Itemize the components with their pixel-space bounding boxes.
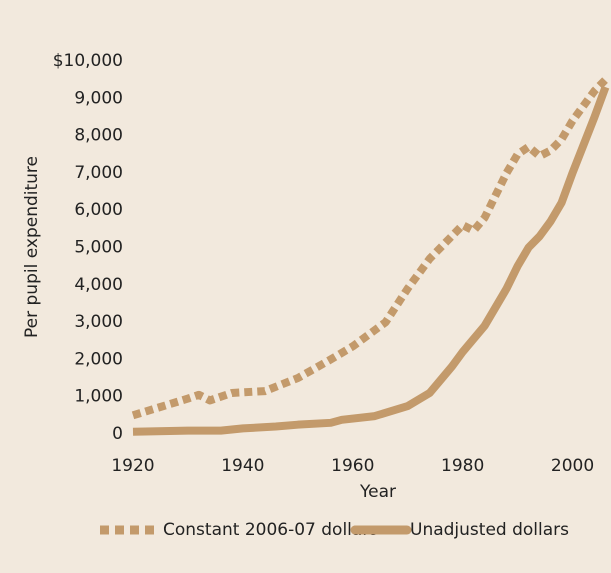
y-tick-label: 3,000 bbox=[74, 312, 123, 332]
y-tick-label: $10,000 bbox=[53, 51, 123, 71]
x-tick-label: 1920 bbox=[111, 456, 154, 476]
legend-label: Constant 2006-07 dollars bbox=[163, 520, 378, 540]
x-tick-label: 1980 bbox=[441, 456, 484, 476]
line-series bbox=[131, 76, 609, 420]
y-tick-label: 2,000 bbox=[74, 349, 123, 369]
y-axis-label: Per pupil expenditure bbox=[22, 156, 42, 338]
line-series bbox=[132, 85, 610, 436]
x-tick-label: 1940 bbox=[221, 456, 264, 476]
legend-label: Unadjusted dollars bbox=[410, 520, 569, 540]
y-tick-label: 7,000 bbox=[74, 163, 123, 183]
y-tick-label: 4,000 bbox=[74, 275, 123, 295]
y-tick-label: 1,000 bbox=[74, 387, 123, 407]
y-tick-label: 6,000 bbox=[74, 200, 123, 220]
x-tick-label: 1960 bbox=[331, 456, 374, 476]
y-tick-label: 8,000 bbox=[74, 126, 123, 146]
x-axis-label: Year bbox=[359, 482, 396, 502]
y-tick-label: 0 bbox=[112, 424, 123, 444]
y-tick-label: 9,000 bbox=[74, 88, 123, 108]
y-tick-label: 5,000 bbox=[74, 238, 123, 258]
x-tick-label: 2000 bbox=[551, 456, 594, 476]
